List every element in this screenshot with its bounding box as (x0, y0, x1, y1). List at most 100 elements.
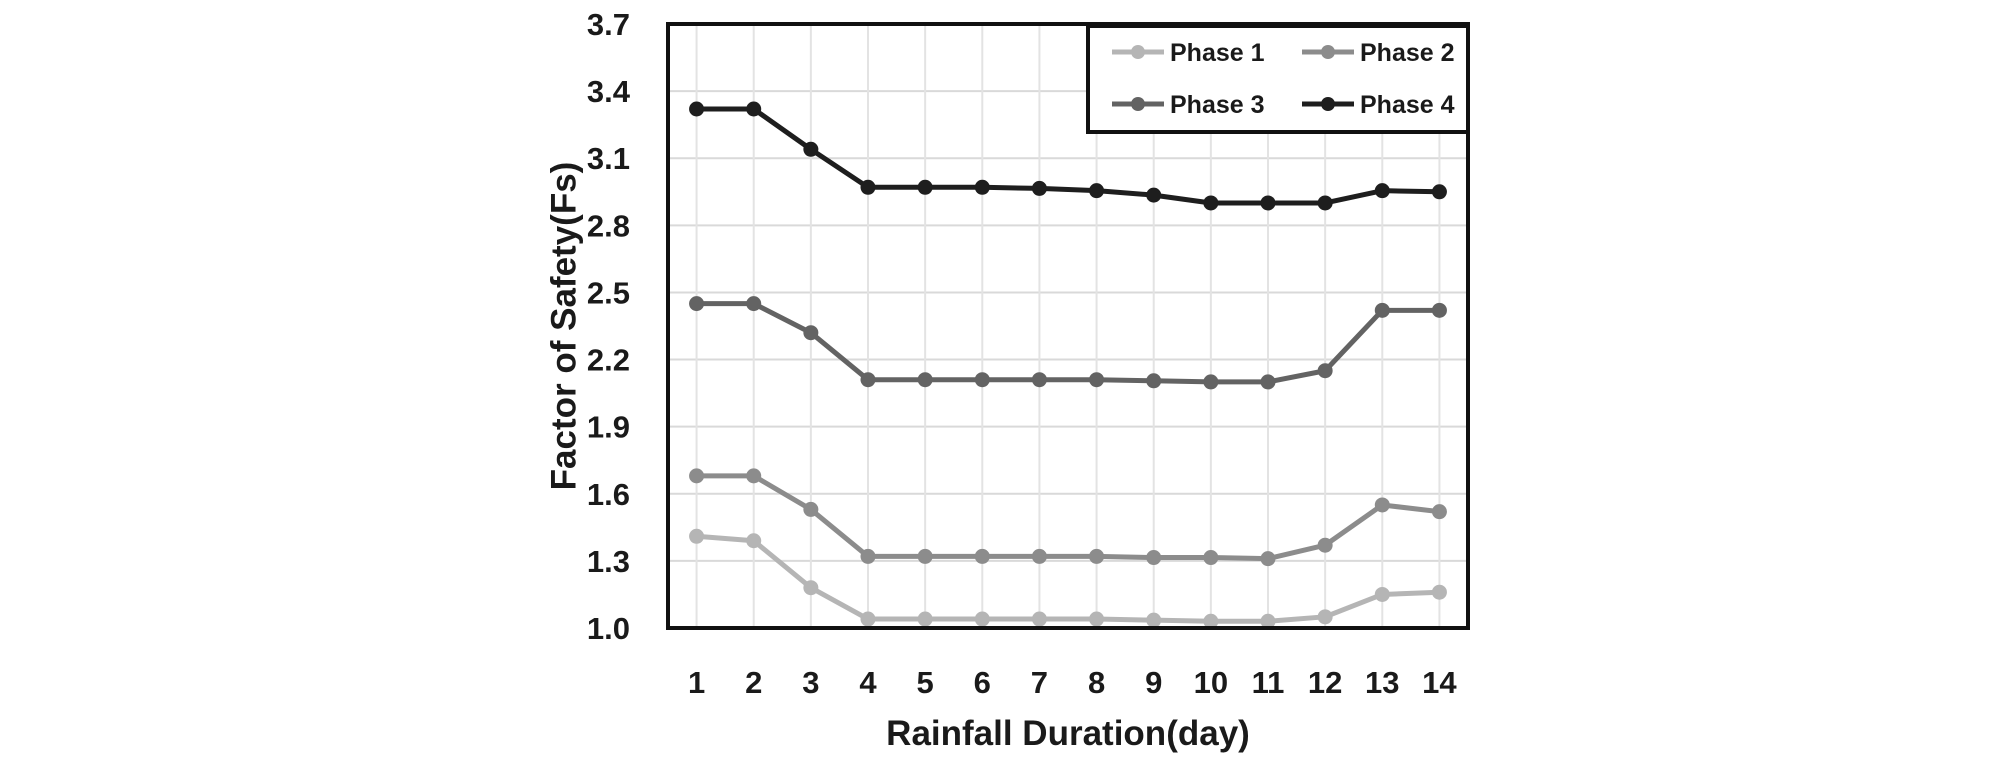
legend-item: Phase 1 (1112, 39, 1265, 67)
series-1 (689, 528, 1447, 629)
series-line (696, 106, 1440, 206)
data-point (1146, 187, 1162, 203)
y-tick-label: 2.5 (587, 275, 630, 310)
data-point (1260, 551, 1276, 567)
x-tick-label: 4 (859, 665, 877, 700)
data-point (974, 179, 990, 195)
data-point (917, 548, 933, 564)
series-layer (689, 101, 1447, 629)
data-point (803, 141, 819, 157)
data-point (1031, 372, 1047, 388)
data-point (917, 611, 933, 627)
data-point (860, 611, 876, 627)
data-point (1203, 613, 1219, 629)
data-point (746, 296, 762, 312)
data-point (1431, 584, 1447, 600)
data-point (1431, 302, 1447, 318)
x-tick-label: 7 (1031, 665, 1048, 700)
data-point (746, 468, 762, 484)
data-point (1260, 613, 1276, 629)
data-point (860, 179, 876, 195)
legend-label: Phase 3 (1170, 91, 1265, 119)
data-point (1260, 374, 1276, 390)
data-point (689, 528, 705, 544)
data-point (1374, 302, 1390, 318)
y-tick-label: 2.2 (587, 343, 630, 378)
legend-box (1086, 24, 1470, 134)
legend-item: Phase 3 (1112, 91, 1265, 119)
data-point (1089, 372, 1105, 388)
data-point (746, 533, 762, 549)
y-tick-label: 3.4 (587, 74, 631, 109)
data-point (974, 372, 990, 388)
series-2 (689, 468, 1447, 567)
data-point (1146, 373, 1162, 389)
legend-swatch-marker (1321, 45, 1335, 59)
legend-item: Phase 4 (1302, 91, 1455, 119)
data-point (917, 179, 933, 195)
x-tick-label: 6 (974, 665, 991, 700)
data-point (1031, 548, 1047, 564)
data-point (860, 372, 876, 388)
data-point (1317, 195, 1333, 211)
x-tick-label: 5 (917, 665, 934, 700)
y-axis-ticks: 1.0 1.3 1.6 1.9 2.2 2.5 2.8 3.1 3.4 3.7 (587, 7, 631, 646)
series-line (696, 473, 1440, 562)
series-4 (689, 101, 1447, 211)
data-point (803, 325, 819, 341)
x-axis-title: Rainfall Duration(day) (886, 714, 1250, 753)
legend-swatch-marker (1321, 97, 1335, 111)
data-point (1031, 611, 1047, 627)
legend-label: Phase 1 (1170, 39, 1265, 67)
x-tick-label: 9 (1145, 665, 1162, 700)
data-point (1431, 184, 1447, 200)
x-tick-label: 1 (688, 665, 705, 700)
x-tick-label: 11 (1252, 665, 1285, 700)
y-tick-label: 1.9 (587, 410, 630, 445)
legend-item: Phase 2 (1302, 39, 1455, 67)
data-point (1317, 537, 1333, 553)
series-line (696, 533, 1440, 624)
data-point (1431, 504, 1447, 520)
x-tick-label: 14 (1422, 665, 1457, 700)
data-point (1374, 586, 1390, 602)
x-tick-label: 13 (1365, 665, 1399, 700)
data-point (1374, 497, 1390, 513)
series-3 (689, 296, 1447, 390)
legend: Phase 1 Phase 2 Phase 3 Phase 4 (1086, 24, 1470, 134)
data-point (1374, 183, 1390, 199)
data-point (860, 548, 876, 564)
x-tick-label: 2 (745, 665, 762, 700)
data-point (1203, 550, 1219, 566)
data-point (1089, 611, 1105, 627)
data-point (689, 101, 705, 117)
x-tick-label: 8 (1088, 665, 1105, 700)
series-line (696, 301, 1440, 385)
y-tick-label: 1.6 (587, 477, 630, 512)
plot-area-frame (666, 22, 1470, 630)
data-point (1317, 609, 1333, 625)
y-tick-label: 2.8 (587, 208, 630, 243)
data-point (917, 372, 933, 388)
y-tick-label: 3.7 (587, 7, 630, 42)
data-point (974, 548, 990, 564)
data-point (803, 580, 819, 596)
data-point (974, 611, 990, 627)
data-point (1203, 374, 1219, 390)
legend-swatch-marker (1131, 97, 1145, 111)
data-point (746, 101, 762, 117)
y-tick-label: 1.3 (587, 544, 630, 579)
x-tick-label: 10 (1194, 665, 1228, 700)
data-point (803, 501, 819, 517)
x-axis-ticks: 1 2 3 4 5 6 7 8 9 10 11 12 13 14 (688, 665, 1457, 700)
y-axis-title: Factor of Safety(Fs) (544, 162, 583, 491)
legend-label: Phase 4 (1360, 91, 1455, 119)
data-point (1089, 183, 1105, 199)
x-tick-label: 12 (1308, 665, 1342, 700)
x-tick-label: 3 (802, 665, 819, 700)
data-point (1146, 550, 1162, 566)
legend-swatch-marker (1131, 45, 1145, 59)
data-point (1031, 180, 1047, 196)
